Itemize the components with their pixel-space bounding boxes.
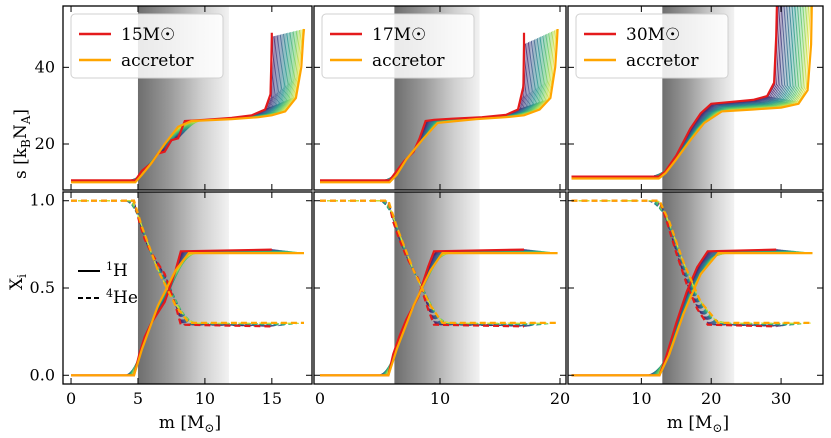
- legend-label: accretor: [372, 51, 445, 71]
- plot-area: [71, 192, 304, 384]
- profile-line: [571, 200, 811, 324]
- legend-box: [321, 13, 475, 79]
- plot-area: [320, 192, 558, 384]
- legend-box: [70, 13, 224, 79]
- xlabel-panel-3: m [M⊙]: [667, 413, 729, 435]
- panel-frame: [567, 5, 824, 191]
- isotope-legend: 1H 4He: [78, 260, 138, 308]
- shaded-band: [394, 192, 480, 384]
- y-tick-label: 0.0: [30, 365, 55, 384]
- series-line: [320, 199, 558, 324]
- panel-top-2: 17M☉ accretor: [313, 5, 567, 191]
- y-tick-label: 40: [35, 57, 55, 76]
- x-tick-label: 0: [66, 389, 76, 408]
- series-line: [571, 199, 813, 324]
- panel-bottom-3: 10 20 30: [567, 191, 824, 408]
- x-tick-label: 5: [133, 389, 143, 408]
- series-line: [320, 32, 526, 182]
- x-tick-label: 10: [430, 389, 450, 408]
- x-tick-label: 20: [701, 389, 721, 408]
- legend-label: 15M☉: [121, 25, 175, 45]
- series-line: [571, 6, 813, 180]
- series-line: [71, 28, 306, 184]
- series-legend: 15M☉ accretor: [70, 13, 224, 79]
- panel-bottom-1: 0.0 0.5 1.0 0 5 10 15: [30, 191, 313, 408]
- x-tick-label: 0: [315, 389, 325, 408]
- x-tick-label: 20: [550, 389, 570, 408]
- legend-label: accretor: [626, 51, 699, 71]
- ylabel-bottom: Xi: [7, 274, 29, 290]
- plot-area: [571, 192, 813, 384]
- series-line: [571, 252, 813, 377]
- x-tick-label: 10: [195, 389, 215, 408]
- panel-top-3: 30M☉ accretor: [567, 5, 824, 191]
- x-tick-label: 30: [771, 389, 791, 408]
- profile-line: [320, 200, 557, 324]
- series-line: [71, 252, 304, 377]
- legend-label: 30M☉: [626, 25, 680, 45]
- legend-helium-label: 4He: [106, 287, 138, 308]
- legend-label: 17M☉: [372, 25, 426, 45]
- series-legend: 17M☉ accretor: [321, 13, 475, 79]
- shaded-band: [137, 192, 229, 384]
- shaded-band: [662, 192, 735, 384]
- profile-line: [71, 200, 277, 327]
- x-tick-label: 10: [631, 389, 651, 408]
- profile-line: [71, 200, 303, 324]
- xlabel-panel-1: m [M⊙]: [159, 413, 221, 435]
- profile-line: [71, 200, 278, 327]
- panel-bottom-2: 10 20 0: [313, 191, 570, 408]
- legend-label: accretor: [121, 51, 194, 71]
- series-line: [71, 199, 304, 324]
- legend-box: [575, 13, 729, 79]
- y-tick-label: 20: [35, 134, 55, 153]
- y-tick-label: 0.5: [30, 278, 55, 297]
- series-line: [571, 6, 778, 178]
- series-legend: 30M☉ accretor: [575, 13, 729, 79]
- series-line: [320, 28, 559, 184]
- legend-hydrogen-label: 1H: [106, 260, 128, 281]
- x-tick-label: 15: [262, 389, 282, 408]
- series-line: [320, 252, 558, 377]
- panel-top-1: 20 40 15M☉ accretor: [35, 5, 313, 191]
- ylabel-top: s [kBNA]: [11, 109, 33, 179]
- y-tick-label: 1.0: [30, 191, 55, 210]
- panel-frame: [62, 5, 313, 191]
